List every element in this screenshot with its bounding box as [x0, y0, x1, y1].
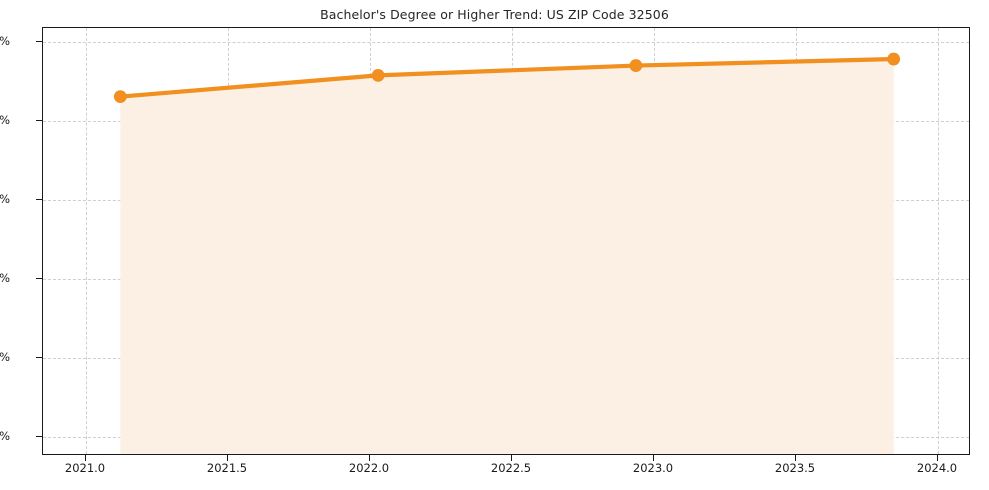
data-point-2021 [113, 90, 127, 104]
trend-line [118, 56, 896, 99]
plot-area [42, 27, 970, 455]
x-tick-mark-2023-5 [795, 455, 796, 461]
x-tick-mark-2022-0 [369, 455, 370, 461]
x-tick-label-2023-5: 2023.5 [774, 461, 816, 475]
x-tick-mark-2022-5 [511, 455, 512, 461]
x-tick-mark-2021-5 [227, 455, 228, 461]
y-tick-label-25: 25% [0, 34, 10, 48]
x-tick-mark-2021-0 [85, 455, 86, 461]
y-tick-mark-5 [36, 357, 42, 358]
series-layer [113, 52, 901, 454]
x-tick-mark-2023-0 [653, 455, 654, 461]
data-point-2023 [629, 59, 643, 72]
y-tick-label-5: 5% [0, 350, 10, 364]
y-tick-mark-10 [36, 278, 42, 279]
x-tick-label-2022-5: 2022.5 [490, 461, 532, 475]
area-fill [120, 59, 894, 454]
gridline-x-2021-0 [86, 28, 87, 454]
x-tick-label-2023-0: 2023.0 [632, 461, 674, 475]
y-tick-mark-0 [36, 436, 42, 437]
data-point-markers [113, 52, 901, 104]
y-tick-mark-20 [36, 120, 42, 121]
gridline-x-2024-0 [938, 28, 939, 454]
x-tick-label-2022-0: 2022.0 [348, 461, 390, 475]
y-tick-mark-25 [36, 41, 42, 42]
data-point-2024 [887, 52, 901, 66]
chart-title: Bachelor's Degree or Higher Trend: US ZI… [320, 7, 669, 22]
x-tick-mark-2024-0 [937, 455, 938, 461]
y-tick-label-10: 10% [0, 271, 10, 285]
y-tick-label-0: 0% [0, 429, 10, 443]
x-tick-label-2024-0: 2024.0 [916, 461, 958, 475]
y-tick-label-20: 20% [0, 113, 10, 127]
y-tick-label-15: 15% [0, 192, 10, 206]
x-tick-label-2021-0: 2021.0 [64, 461, 106, 475]
data-point-2022 [371, 68, 385, 82]
y-tick-mark-15 [36, 199, 42, 200]
gridline-y-25 [43, 42, 969, 43]
x-tick-label-2021-5: 2021.5 [206, 461, 248, 475]
